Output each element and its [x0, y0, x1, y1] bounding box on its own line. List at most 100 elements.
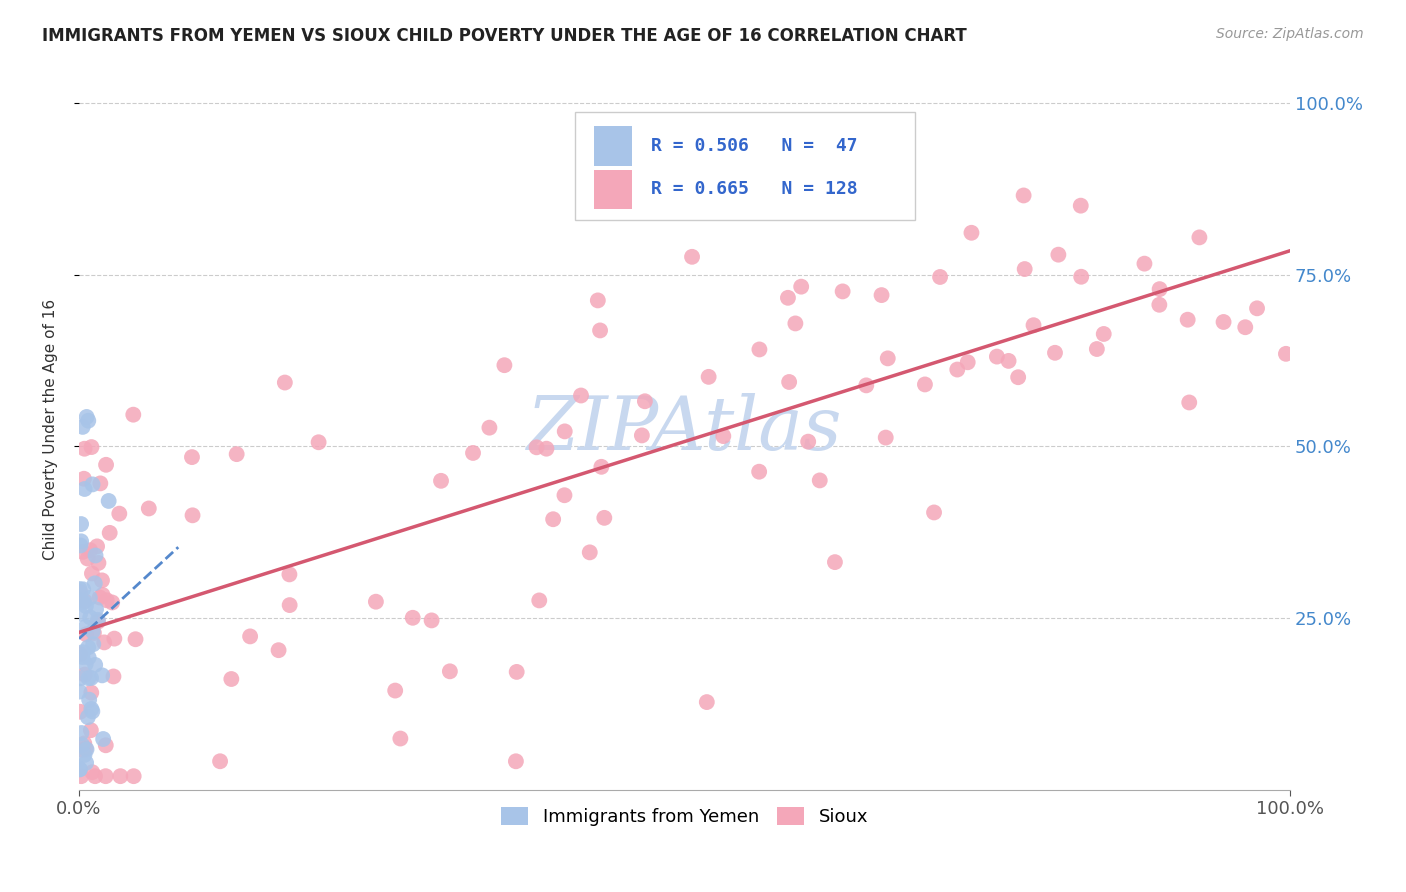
- Point: [876, 351, 898, 366]
- Point: [98, 525, 121, 540]
- Point: [84, 769, 107, 783]
- Point: [681, 250, 703, 264]
- Point: [79, 591, 101, 605]
- Point: [122, 408, 145, 422]
- Point: [73, 482, 96, 496]
- Point: [93, 635, 115, 649]
- Point: [1047, 247, 1070, 261]
- Point: [526, 440, 548, 454]
- Point: [69, 582, 91, 596]
- Point: [922, 505, 945, 519]
- Point: [946, 362, 969, 376]
- Text: IMMIGRANTS FROM YEMEN VS SIOUX CHILD POVERTY UNDER THE AGE OF 16 CORRELATION CHA: IMMIGRANTS FROM YEMEN VS SIOUX CHILD POV…: [42, 27, 967, 45]
- Point: [87, 613, 110, 627]
- Point: [1246, 301, 1268, 316]
- Point: [80, 671, 103, 685]
- Point: [73, 667, 96, 681]
- Point: [505, 665, 527, 679]
- Point: [103, 669, 125, 683]
- Point: [1043, 346, 1066, 360]
- Point: [82, 477, 104, 491]
- Point: [267, 643, 290, 657]
- Point: [77, 671, 100, 685]
- Point: [586, 293, 609, 308]
- Point: [76, 409, 98, 424]
- Point: [831, 285, 853, 299]
- Point: [138, 501, 160, 516]
- Point: [785, 317, 807, 331]
- Point: [389, 731, 412, 746]
- Point: [278, 598, 301, 612]
- Point: [1188, 230, 1211, 244]
- Point: [77, 650, 100, 665]
- Point: [69, 585, 91, 599]
- Point: [308, 435, 330, 450]
- Point: [101, 595, 124, 609]
- Point: [569, 388, 592, 402]
- Point: [87, 556, 110, 570]
- Point: [69, 762, 91, 776]
- Point: [634, 394, 657, 409]
- Point: [73, 472, 96, 486]
- Point: [578, 545, 600, 559]
- Point: [494, 358, 516, 372]
- Point: [1012, 188, 1035, 202]
- Point: [225, 447, 247, 461]
- Point: [997, 354, 1019, 368]
- Point: [631, 428, 654, 442]
- Point: [1022, 318, 1045, 333]
- Point: [593, 511, 616, 525]
- Point: [748, 465, 770, 479]
- Point: [72, 420, 94, 434]
- Point: [72, 738, 94, 752]
- Point: [554, 425, 576, 439]
- Point: [239, 629, 262, 643]
- Point: [72, 595, 94, 609]
- Point: [986, 350, 1008, 364]
- Point: [69, 705, 91, 719]
- Point: [83, 576, 105, 591]
- Point: [956, 355, 979, 369]
- Point: [1149, 298, 1171, 312]
- Point: [221, 672, 243, 686]
- Point: [402, 611, 425, 625]
- Point: [430, 474, 453, 488]
- Point: [79, 543, 101, 558]
- Point: [89, 476, 111, 491]
- Point: [1133, 257, 1156, 271]
- Point: [1070, 269, 1092, 284]
- Point: [75, 627, 97, 641]
- Point: [97, 494, 120, 508]
- Point: [110, 769, 132, 783]
- Point: [1070, 199, 1092, 213]
- Point: [1177, 312, 1199, 326]
- Point: [837, 190, 859, 204]
- Point: [553, 488, 575, 502]
- Point: [72, 582, 94, 597]
- Point: [69, 647, 91, 661]
- Point: [96, 593, 118, 607]
- Point: [69, 607, 91, 621]
- Point: [384, 683, 406, 698]
- Point: [80, 702, 103, 716]
- Point: [824, 555, 846, 569]
- Point: [461, 446, 484, 460]
- Point: [505, 754, 527, 768]
- Point: [76, 551, 98, 566]
- Point: [75, 599, 97, 613]
- Point: [697, 369, 720, 384]
- Point: [748, 343, 770, 357]
- Point: [808, 474, 831, 488]
- Legend: Immigrants from Yemen, Sioux: Immigrants from Yemen, Sioux: [492, 797, 877, 835]
- Point: [439, 665, 461, 679]
- Point: [80, 723, 103, 738]
- Point: [82, 705, 104, 719]
- Point: [84, 657, 107, 672]
- Point: [83, 626, 105, 640]
- Point: [69, 593, 91, 607]
- Point: [529, 593, 551, 607]
- Point: [70, 534, 93, 549]
- Y-axis label: Child Poverty Under the Age of 16: Child Poverty Under the Age of 16: [44, 299, 58, 560]
- Point: [778, 375, 800, 389]
- Point: [1149, 282, 1171, 296]
